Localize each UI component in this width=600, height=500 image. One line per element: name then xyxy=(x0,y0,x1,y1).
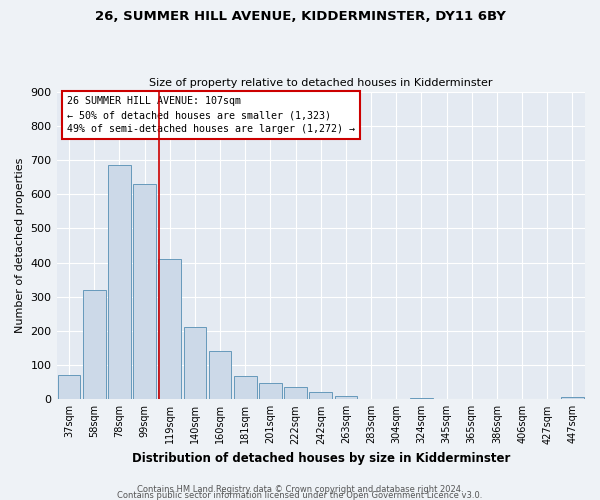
Bar xyxy=(108,165,131,400)
Bar xyxy=(58,376,80,400)
Bar xyxy=(133,184,156,400)
Bar xyxy=(209,352,232,400)
Text: 26, SUMMER HILL AVENUE, KIDDERMINSTER, DY11 6BY: 26, SUMMER HILL AVENUE, KIDDERMINSTER, D… xyxy=(95,10,505,23)
Y-axis label: Number of detached properties: Number of detached properties xyxy=(15,158,25,333)
Bar xyxy=(259,383,282,400)
Bar xyxy=(335,396,357,400)
Bar xyxy=(310,392,332,400)
Text: Contains public sector information licensed under the Open Government Licence v3: Contains public sector information licen… xyxy=(118,490,482,500)
X-axis label: Distribution of detached houses by size in Kidderminster: Distribution of detached houses by size … xyxy=(131,452,510,465)
Title: Size of property relative to detached houses in Kidderminster: Size of property relative to detached ho… xyxy=(149,78,493,88)
Bar xyxy=(158,259,181,400)
Bar xyxy=(561,396,584,400)
Text: 26 SUMMER HILL AVENUE: 107sqm
← 50% of detached houses are smaller (1,323)
49% o: 26 SUMMER HILL AVENUE: 107sqm ← 50% of d… xyxy=(67,96,355,134)
Text: Contains HM Land Registry data © Crown copyright and database right 2024.: Contains HM Land Registry data © Crown c… xyxy=(137,484,463,494)
Bar xyxy=(184,328,206,400)
Bar xyxy=(234,376,257,400)
Bar xyxy=(410,398,433,400)
Bar xyxy=(83,290,106,400)
Bar xyxy=(284,388,307,400)
